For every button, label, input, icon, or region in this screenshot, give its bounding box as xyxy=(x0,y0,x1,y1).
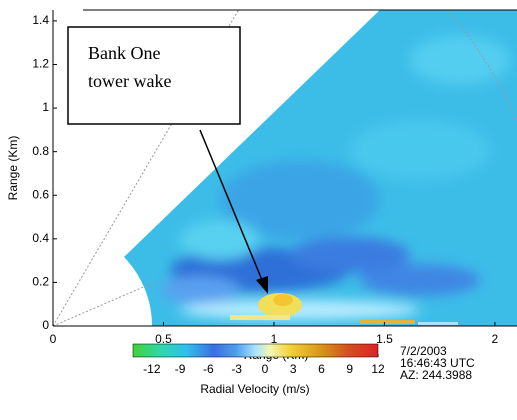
colorbar-tick-label: 12 xyxy=(371,362,385,376)
x-tick-label: 1 xyxy=(271,332,278,346)
x-tick-label: 1.5 xyxy=(376,332,393,346)
annotation-arrow xyxy=(199,129,263,281)
arrow-head xyxy=(256,276,268,294)
y-axis-label: Range (Km) xyxy=(6,136,20,201)
y-tick-label: 1 xyxy=(42,100,49,114)
colorbar-tick-label: 3 xyxy=(290,362,297,376)
colorbar-tick-label: 0 xyxy=(262,362,269,376)
colorbar-label: Radial Velocity (m/s) xyxy=(200,382,309,396)
annotation-box xyxy=(67,26,241,125)
colorbar-tick-label: -9 xyxy=(175,362,186,376)
y-tick-label: 0.6 xyxy=(32,187,49,201)
x-tick-label: 0 xyxy=(50,332,57,346)
x-tick-label: 0.5 xyxy=(155,332,172,346)
annotation-line: tower wake xyxy=(88,71,171,91)
colorbar-tick-label: 6 xyxy=(318,362,325,376)
ticks: 0 0.5 1 1.5 2 0 0.2 0.4 0.6 0.8 1 1.2 1.4 -12 -9 -6 -3 0 3… xyxy=(32,13,498,376)
x-tick-label: 2 xyxy=(492,332,499,346)
colorbar xyxy=(132,343,379,358)
info-azimuth: AZ: 244.3988 xyxy=(400,368,472,382)
annotation-line: Bank One xyxy=(88,43,160,63)
y-tick-label: 0 xyxy=(42,318,49,332)
colorbar-tick-label: 9 xyxy=(346,362,353,376)
y-tick-label: 1.2 xyxy=(32,57,49,71)
y-tick-label: 1.4 xyxy=(32,13,49,27)
y-tick-label: 0.2 xyxy=(32,275,49,289)
colorbar-tick-label: -3 xyxy=(231,362,242,376)
info-date: 7/2/2003 xyxy=(400,344,447,358)
info-time: 16:46:43 UTC xyxy=(400,356,475,370)
y-tick-label: 0.4 xyxy=(32,231,49,245)
y-tick-label: 0.8 xyxy=(32,144,49,158)
colorbar-tick-label: -6 xyxy=(203,362,214,376)
colorbar-tick-label: -12 xyxy=(143,362,161,376)
